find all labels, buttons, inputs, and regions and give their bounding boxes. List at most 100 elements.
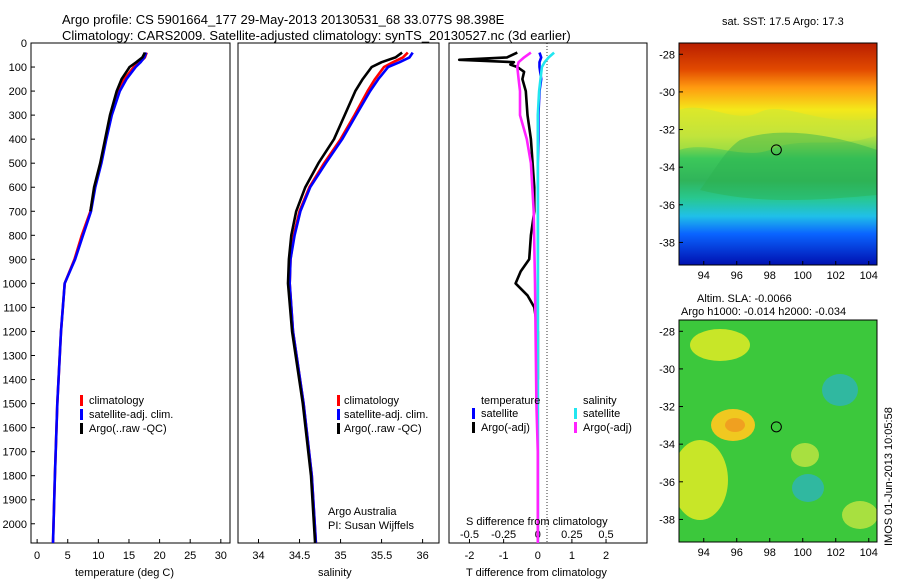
sla-low — [792, 474, 824, 502]
float-marker-sla — [770, 421, 782, 433]
t-diff-label: T difference from climatology — [466, 567, 607, 579]
depth-tick-label: 1400 — [3, 375, 27, 387]
lon-tick-label: 94 — [698, 270, 710, 282]
difference-panel: -2 -1 0 1 2 -0.5 -0.25 0 0.25 0.5 S difference f… — [448, 42, 648, 579]
sla-map-title-line1: Altim. SLA: -0.0066 — [697, 293, 792, 305]
lat-tick-label: -32 — [659, 402, 675, 414]
salinity-panel: 34 34.5 35 35.5 36 salinity climatology sate… — [237, 42, 440, 579]
depth-tick-label: 1800 — [3, 471, 27, 483]
lat-tick-label: -32 — [659, 125, 675, 137]
legend-swatch-s-argo — [574, 422, 577, 433]
x-tick-label: 25 — [184, 550, 196, 562]
lat-tick-label: -28 — [659, 326, 675, 338]
depth-tick-label: 1900 — [3, 495, 27, 507]
sla-peak — [725, 418, 745, 432]
depth-tick-label: 1500 — [3, 399, 27, 411]
x-tick-label: 0 — [535, 550, 541, 562]
temperature-xlabel: temperature (deg C) — [75, 567, 174, 579]
salinity-axes — [237, 42, 440, 544]
x-tick-label: 20 — [153, 550, 165, 562]
lon-tick-label: 96 — [731, 270, 743, 282]
legend-swatch-argo — [80, 423, 83, 434]
series-line-satellite-adj-clim- — [51, 52, 148, 544]
x-tick-label: 1 — [569, 550, 575, 562]
legend-label: satellite-adj. clim. — [344, 409, 428, 421]
temperature-axes — [30, 42, 231, 544]
depth-tick-label: 2000 — [3, 519, 27, 531]
difference-legend: temperature salinity satellite Argo(-adj… — [472, 395, 632, 434]
depth-tick-label: 300 — [9, 110, 27, 122]
legend-swatch-s-satellite — [574, 408, 577, 419]
series-line-s-satellite — [536, 51, 555, 543]
depth-tick-label: 1700 — [3, 447, 27, 459]
s-diff-label: S difference from climatology — [466, 516, 608, 528]
legend-header-salinity: salinity — [583, 395, 617, 407]
sst-field — [679, 43, 877, 265]
lat-tick-label: -30 — [659, 87, 675, 99]
lat-tick-label: -34 — [659, 162, 675, 174]
depth-tick-label: 500 — [9, 158, 27, 170]
lon-tick-label: 98 — [764, 547, 776, 559]
legend-label: Argo(..raw -QC) — [344, 423, 422, 435]
title-line2: Climatology: CARS2009. Satellite-adjuste… — [62, 28, 571, 43]
legend-label: Argo(..raw -QC) — [89, 423, 167, 435]
sst-map: sat. SST: 17.5 Argo: 17.3 94 96 98 100 102 10… — [659, 16, 878, 282]
legend-label: climatology — [89, 395, 145, 407]
sla-map-frame — [678, 319, 878, 543]
lon-tick-label: 104 — [860, 547, 878, 559]
lon-tick-label: 98 — [764, 270, 776, 282]
temperature-legend: climatology satellite-adj. clim. Argo(..… — [80, 395, 173, 435]
sla-high — [690, 329, 750, 361]
annotation-argo-australia: Argo Australia — [328, 506, 397, 518]
legend-swatch-satellite — [337, 409, 340, 420]
depth-tick-label: 800 — [9, 230, 27, 242]
sla-map: Altim. SLA: -0.0066 Argo h1000: -0.014 h… — [659, 293, 878, 559]
x-tick-label: 5 — [65, 550, 71, 562]
lon-tick-label: 102 — [827, 270, 845, 282]
lon-tick-label: 104 — [860, 270, 878, 282]
legend-swatch-satellite — [80, 409, 83, 420]
legend-label: satellite-adj. clim. — [89, 409, 173, 421]
series-line-argo-raw-qc- — [286, 51, 403, 544]
lat-tick-label: -36 — [659, 200, 675, 212]
x-tick-label: 34.5 — [289, 550, 310, 562]
lon-tick-label: 96 — [731, 547, 743, 559]
legend-header-temperature: temperature — [481, 395, 540, 407]
salinity-legend: climatology satellite-adj. clim. Argo(..… — [337, 395, 428, 435]
series-line-s-argo-adj- — [515, 51, 540, 543]
depth-tick-label: 1100 — [3, 302, 27, 314]
x-tick-label: 36 — [416, 550, 428, 562]
lon-tick-label: 102 — [827, 547, 845, 559]
sla-low — [822, 374, 858, 406]
salinity-x-ticks: 34 34.5 35 35.5 36 — [252, 539, 429, 562]
sst-map-title: sat. SST: 17.5 Argo: 17.3 — [722, 16, 844, 28]
x-tick-label: 10 — [92, 550, 104, 562]
legend-label: climatology — [344, 395, 400, 407]
temperature-x-ticks: 0 5 10 15 20 25 30 — [34, 539, 227, 562]
depth-tick-label: 700 — [9, 206, 27, 218]
depth-tick-label: 900 — [9, 254, 27, 266]
sla-high — [842, 501, 877, 529]
title-line1: Argo profile: CS 5901664_177 29-May-2013… — [62, 12, 505, 27]
x-tick-label: 2 — [603, 550, 609, 562]
top-tick-label: -0.25 — [491, 529, 516, 541]
depth-tick-label: 1000 — [3, 278, 27, 290]
depth-tick-label: 100 — [9, 62, 27, 74]
lat-tick-label: -38 — [659, 514, 675, 526]
lat-tick-label: -28 — [659, 49, 675, 61]
difference-axes — [448, 42, 648, 544]
x-tick-label: 30 — [215, 550, 227, 562]
sla-high — [679, 440, 728, 520]
legend-swatch-climatology — [80, 395, 83, 406]
temperature-panel: 0100200300400500600700800900100011001200… — [3, 38, 231, 579]
lat-tick-label: -38 — [659, 237, 675, 249]
top-tick-label: 0.25 — [561, 529, 582, 541]
sst-map-frame — [678, 42, 878, 266]
lon-tick-label: 94 — [698, 547, 710, 559]
lon-tick-label: 100 — [794, 270, 812, 282]
legend-swatch-t-argo — [472, 422, 475, 433]
series-line-satellite-adj-clim- — [288, 51, 414, 544]
legend-label: Argo(-adj) — [481, 422, 530, 434]
depth-axis-ticks: 0 100 200 300 400 500 600 700 800 900 1000 1100 1200… — [3, 38, 35, 531]
